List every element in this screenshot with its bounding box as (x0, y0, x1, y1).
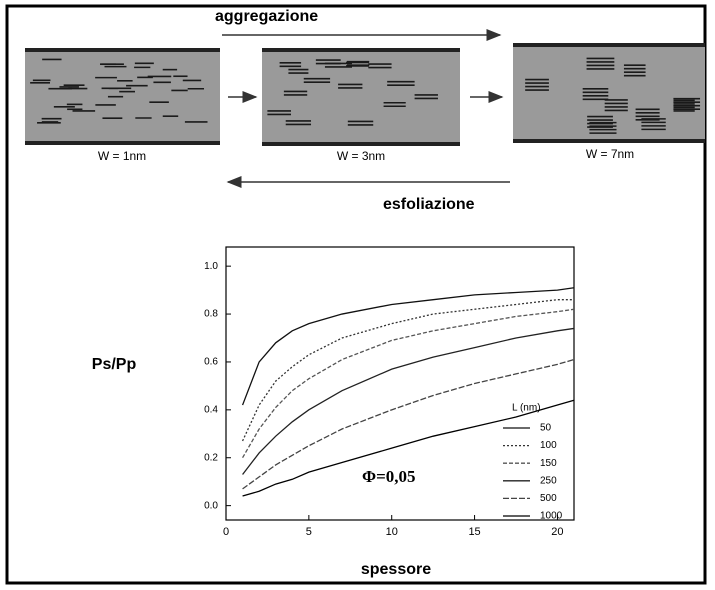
legend-label: 500 (540, 493, 557, 504)
bottom-arrow-label: esfoliazione (383, 196, 475, 213)
series-line (242, 308, 575, 459)
panel-label: W = 3nm (337, 149, 385, 163)
plot-frame (225, 246, 575, 521)
series-line (242, 327, 575, 475)
y-tick-label: 0.4 (204, 404, 218, 415)
panels (25, 43, 705, 146)
legend-label: 250 (540, 475, 557, 486)
legend-label: 100 (540, 440, 557, 451)
panel-edge (513, 43, 705, 47)
y-tick-label: 0.6 (204, 357, 218, 368)
panel-edge (262, 48, 460, 52)
panel-edge (25, 141, 220, 145)
panel-edge (513, 139, 705, 143)
series-line (242, 399, 575, 497)
series-line (242, 358, 575, 490)
x-tick-label: 5 (306, 526, 312, 538)
panel-label: W = 1nm (98, 149, 146, 163)
series-line (241, 299, 574, 442)
panel-edge (262, 142, 460, 146)
x-tick-label: 10 (386, 526, 398, 538)
legend-title: L (nm) (512, 403, 541, 414)
panel (262, 48, 460, 146)
x-axis-label: spessore (361, 561, 431, 578)
x-tick-label: 20 (551, 526, 563, 538)
series-line (241, 287, 575, 406)
annotation: Φ=0,05 (362, 467, 416, 486)
y-tick-label: 0.8 (204, 309, 218, 320)
legend-label: 50 (540, 423, 552, 434)
frame (5, 4, 707, 585)
legend-label: 150 (540, 458, 557, 469)
y-axis-label: Ps/Pp (92, 356, 137, 373)
panel-label: W = 7nm (586, 147, 634, 161)
y-tick-label: 0.0 (204, 500, 218, 511)
x-tick-label: 15 (468, 526, 480, 538)
y-tick-label: 0.2 (204, 452, 218, 463)
top-arrow-label: aggregazione (215, 8, 318, 25)
y-tick-label: 1.0 (204, 261, 218, 272)
x-tick-label: 0 (223, 526, 229, 538)
legend-label: 1000 (540, 511, 563, 522)
panel-edge (25, 48, 220, 52)
